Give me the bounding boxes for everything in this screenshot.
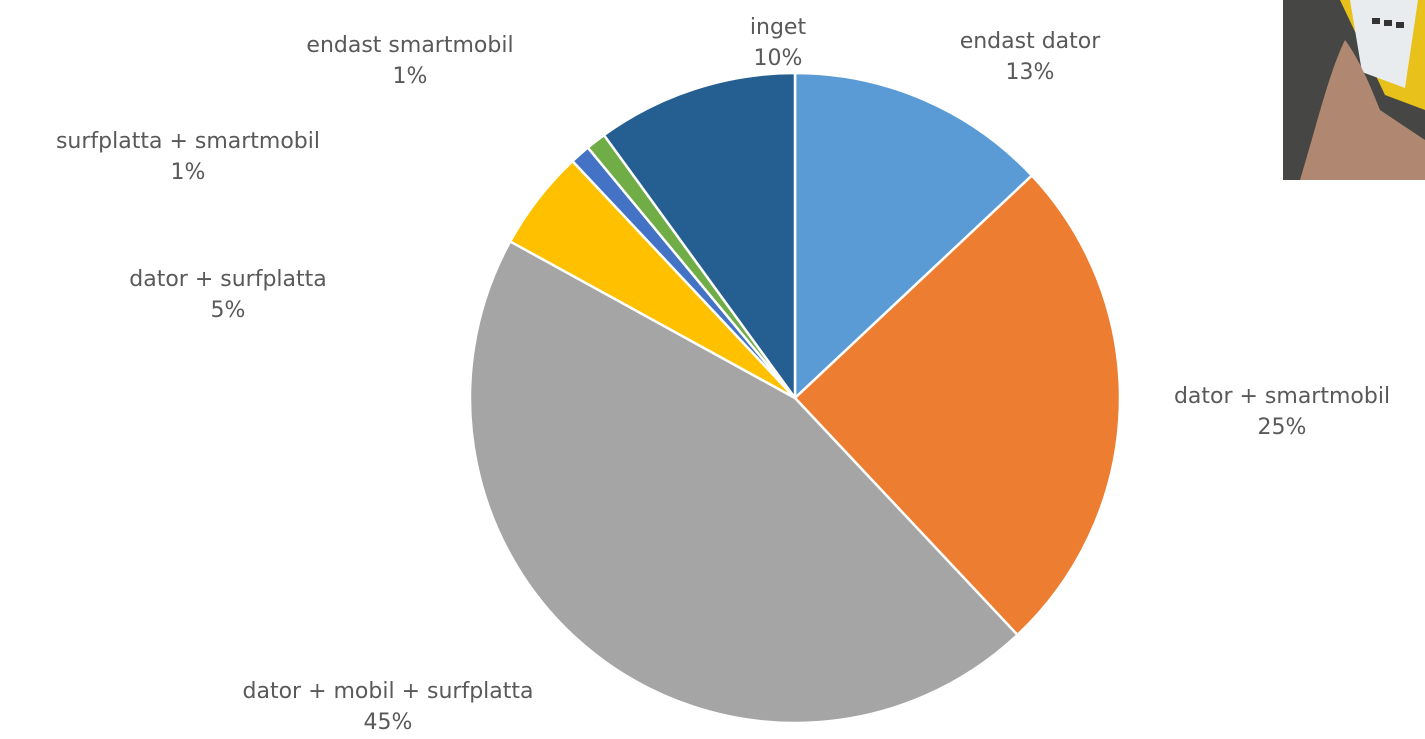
slice-value-label: 10% [754, 46, 803, 71]
slice-label: dator + surfplatta [129, 267, 326, 292]
pie-slice [602, 71, 797, 400]
slice-label: endast dator [960, 29, 1102, 54]
slice-value-label: 13% [1006, 60, 1055, 85]
slice-value-label: 25% [1258, 415, 1307, 440]
slice-label: endast smartmobil [306, 33, 513, 58]
pie-slice [793, 71, 1034, 400]
slice-value-label: 1% [171, 160, 206, 185]
slice-label: inget [750, 15, 807, 40]
slice-label: surfplatta + smartmobil [56, 129, 320, 154]
pie-slice [793, 174, 1122, 637]
slice-value-label: 5% [211, 298, 246, 323]
slice-label: dator + smartmobil [1174, 384, 1390, 409]
slice-value-label: 1% [393, 64, 428, 89]
photo [1283, 0, 1425, 180]
slice-value-label: 45% [364, 710, 413, 735]
slice-label: dator + mobil + surfplatta [243, 679, 534, 704]
pie-slice [468, 240, 1019, 725]
